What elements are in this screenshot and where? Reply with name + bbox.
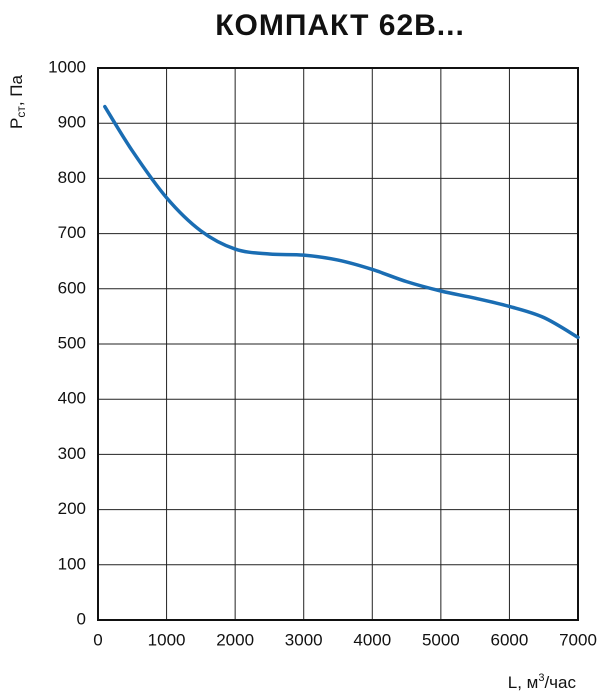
y-label-main: P <box>7 118 26 129</box>
y-tick-label: 200 <box>58 499 86 518</box>
y-tick-label: 500 <box>58 333 86 352</box>
x-tick-label: 3000 <box>285 630 323 649</box>
x-tick-label: 5000 <box>422 630 460 649</box>
x-tick-label: 6000 <box>491 630 529 649</box>
y-tick-label: 700 <box>58 223 86 242</box>
x-label-main: L, м <box>508 673 539 692</box>
y-label-rest: , Па <box>7 74 26 106</box>
x-tick-label: 1000 <box>148 630 186 649</box>
y-tick-label: 300 <box>58 444 86 463</box>
chart-title: КОМПАКТ 62В... <box>215 9 465 42</box>
y-axis-label: Pст, Па <box>7 74 28 129</box>
x-label-sup: 3 <box>538 672 544 684</box>
y-tick-label: 1000 <box>48 57 86 76</box>
plot-frame <box>97 67 579 621</box>
x-axis-label: L, м3/час <box>508 672 577 693</box>
curve <box>103 104 580 340</box>
y-tick-label: 400 <box>58 389 86 408</box>
x-tick-label: 2000 <box>216 630 254 649</box>
x-tick-label: 7000 <box>559 630 597 649</box>
y-tick-label: 100 <box>58 554 86 573</box>
x-tick-label: 4000 <box>353 630 391 649</box>
y-tick-label: 600 <box>58 278 86 297</box>
x-label-rest: /час <box>544 673 576 692</box>
y-tick-label: 900 <box>58 113 86 132</box>
y-tick-label: 0 <box>77 609 86 628</box>
y-tick-label: 800 <box>58 168 86 187</box>
y-label-sub: ст <box>14 106 28 118</box>
x-tick-label: 0 <box>93 630 102 649</box>
